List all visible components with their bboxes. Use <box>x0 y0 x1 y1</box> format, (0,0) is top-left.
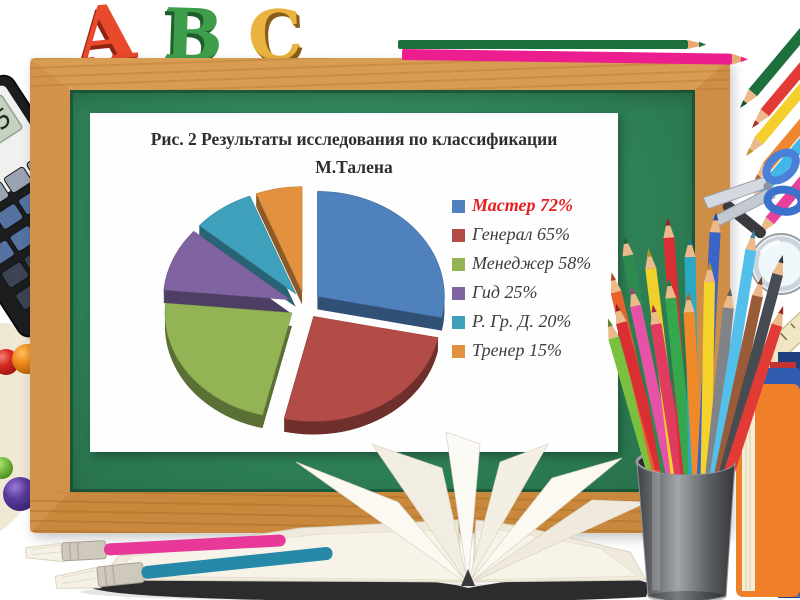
legend-marker <box>452 257 465 271</box>
legend-label: Тренер 15% <box>472 340 562 360</box>
legend-marker <box>452 199 465 213</box>
legend-item: Р. Гр. Д. 20% <box>452 311 591 332</box>
legend-marker <box>452 344 465 358</box>
legend-label: Генерал 65% <box>472 224 570 244</box>
chalkboard: Рис. 2 Результаты исследования по класси… <box>30 58 730 533</box>
legend-item: Генерал 65% <box>452 224 591 245</box>
chart-legend: Мастер 72% Генерал 65% Менеджер 58% Гид … <box>452 195 591 361</box>
magnifying-glass <box>722 201 800 295</box>
calculator-display: 12345 <box>0 102 17 167</box>
legend-item: Тренер 15% <box>452 340 591 361</box>
legend-label: Мастер 72% <box>472 195 573 215</box>
legend-label: Р. Гр. Д. 20% <box>472 311 572 331</box>
legend-marker <box>452 315 465 329</box>
pencil-fan <box>740 0 800 236</box>
figure-title-line2: М.Талена <box>315 157 393 177</box>
pencil-horizontal-green <box>398 40 706 49</box>
legend-label: Менеджер 58% <box>472 253 592 273</box>
ruler <box>744 304 800 381</box>
paintbrush-teal <box>54 546 333 589</box>
figure-title-line1: Рис. 2 Результаты исследования по класси… <box>150 129 558 149</box>
book-stack <box>736 352 800 598</box>
pie-chart <box>163 186 445 435</box>
figure-card: Рис. 2 Результаты исследования по класси… <box>90 113 618 452</box>
legend-item: Мастер 72% <box>452 195 591 216</box>
legend-item: Гид 25% <box>452 282 591 303</box>
legend-label: Гид 25% <box>472 282 538 302</box>
legend-marker <box>452 286 465 300</box>
legend-item: Менеджер 58% <box>452 253 591 274</box>
figure-title: Рис. 2 Результаты исследования по класси… <box>96 125 612 181</box>
legend-marker <box>452 228 465 242</box>
paintbrush-pink <box>25 534 286 563</box>
